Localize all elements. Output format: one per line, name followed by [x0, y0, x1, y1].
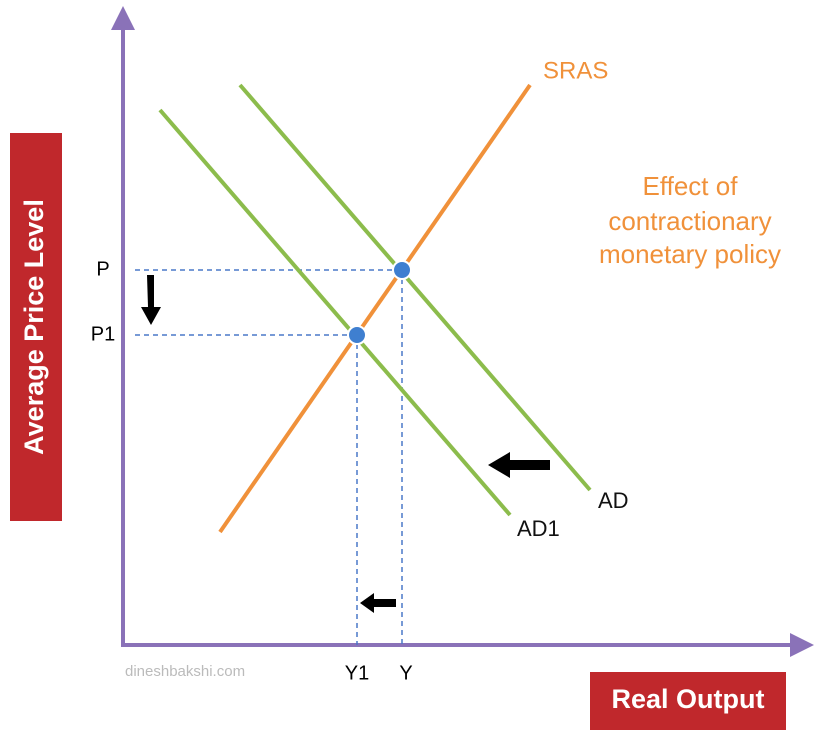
annotation-line: Effect of: [643, 171, 739, 201]
down-arrow: [141, 275, 161, 325]
x-label-box: [590, 672, 786, 730]
watermark: dineshbakshi.com: [125, 663, 245, 680]
ad-curve: [238, 83, 592, 492]
price-label: P: [96, 258, 109, 280]
y-label-box: [10, 133, 62, 521]
guides: [135, 269, 403, 645]
equilibrium-point: [347, 325, 367, 345]
equilibrium-point: [392, 260, 412, 280]
annotation-line: contractionary: [608, 206, 771, 236]
price-label: P1: [91, 323, 115, 345]
curve-label: AD: [598, 488, 629, 513]
output-label: Y1: [345, 662, 369, 684]
curve-label: SRAS: [543, 57, 608, 84]
output-label: Y: [399, 662, 412, 684]
ad1-curve: [158, 108, 512, 517]
left-arrow: [488, 452, 550, 478]
sras-curve: [218, 83, 532, 534]
x-axis-label: Real Output: [612, 684, 765, 714]
annotation: Effect of contractionary monetary policy: [599, 171, 781, 269]
annotation-line: monetary policy: [599, 239, 781, 269]
small-left-arrow: [360, 593, 396, 613]
curve-label: AD1: [517, 516, 560, 541]
y-axis-label: Average Price Level: [19, 199, 49, 455]
